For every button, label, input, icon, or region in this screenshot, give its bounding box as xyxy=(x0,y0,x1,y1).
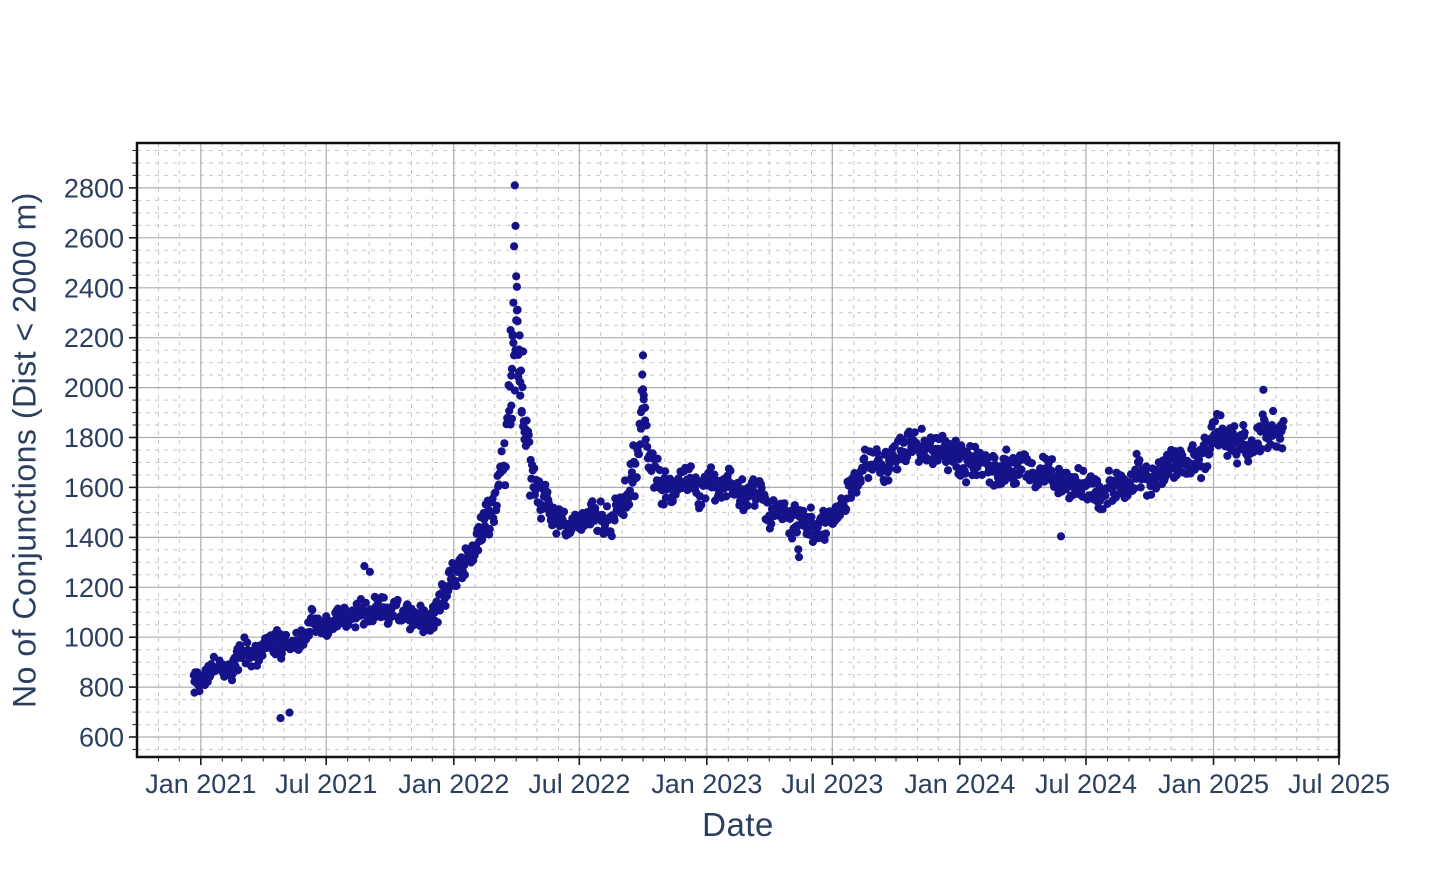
svg-text:Jul 2023: Jul 2023 xyxy=(781,769,883,799)
svg-text:2000: 2000 xyxy=(64,373,124,403)
svg-text:2200: 2200 xyxy=(64,323,124,353)
x-axis-title: Date xyxy=(702,806,774,843)
svg-text:Jan 2024: Jan 2024 xyxy=(904,769,1015,799)
svg-text:2800: 2800 xyxy=(64,173,124,203)
svg-text:Jan 2021: Jan 2021 xyxy=(145,769,256,799)
svg-text:800: 800 xyxy=(79,673,124,703)
svg-text:1800: 1800 xyxy=(64,423,124,453)
svg-text:Jan 2023: Jan 2023 xyxy=(651,769,762,799)
svg-text:2600: 2600 xyxy=(64,223,124,253)
svg-text:Jul 2022: Jul 2022 xyxy=(528,769,630,799)
svg-text:Jul 2021: Jul 2021 xyxy=(275,769,377,799)
svg-text:Jan 2025: Jan 2025 xyxy=(1158,769,1269,799)
y-axis-title: No of Conjunctions (Dist < 2000 m) xyxy=(6,192,43,708)
svg-text:1000: 1000 xyxy=(64,623,124,653)
svg-text:Jan 2022: Jan 2022 xyxy=(398,769,509,799)
svg-text:1200: 1200 xyxy=(64,573,124,603)
svg-text:1600: 1600 xyxy=(64,473,124,503)
svg-text:600: 600 xyxy=(79,723,124,753)
svg-text:1400: 1400 xyxy=(64,523,124,553)
svg-text:Jul 2025: Jul 2025 xyxy=(1288,769,1390,799)
svg-text:2400: 2400 xyxy=(64,273,124,303)
svg-text:Jul 2024: Jul 2024 xyxy=(1035,769,1137,799)
